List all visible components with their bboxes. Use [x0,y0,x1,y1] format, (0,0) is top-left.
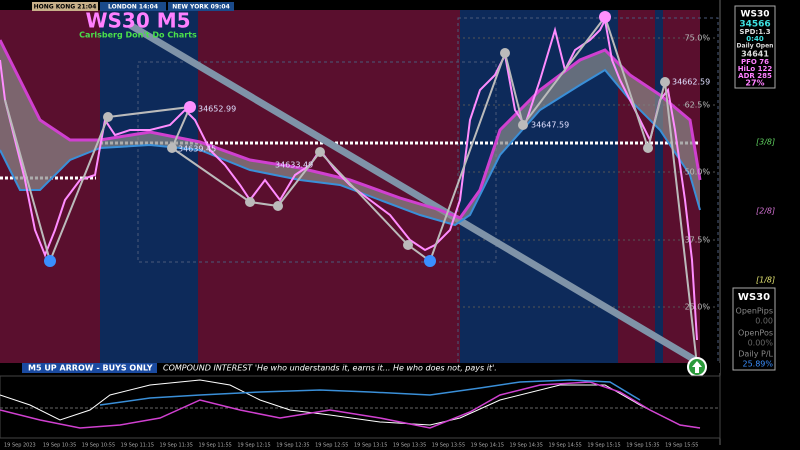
session-box [100,2,166,11]
fib-label: 37.5% [685,236,711,245]
banner-bg [0,363,720,373]
x-label: 19 Sep 11:15 [121,443,154,449]
x-label: 19 Sep 12:15 [237,443,270,449]
subtitle: Carlsberg Don't Do Charts [79,31,197,40]
ma-upper [0,39,702,220]
session: NEW YORK 09:04 [172,4,230,11]
x-label: 19 Sep 11:55 [198,443,231,449]
adr: ADR 285 [738,72,772,80]
session: LONDON 14:04 [108,4,158,11]
price-label: 34633.49 [275,161,313,170]
title: WS30 M5 [85,9,190,33]
spread: SPD:1.3 [739,28,770,36]
pfo: PFO 76 [741,58,769,66]
swing-low [424,255,436,267]
zone [100,10,198,368]
pl-panel [732,287,776,371]
info-panel [734,5,776,89]
x-label: 19 Sep 13:55 [432,443,465,449]
ma-lower [0,68,701,227]
x-label: 19 Sep 12:55 [315,443,348,449]
murrey-label: [1/8] [756,276,775,285]
price-label: 34639.45 [178,145,216,154]
zone [198,10,460,368]
daily-open-label: Daily Open [737,43,774,50]
open-pos: 0.00% [748,339,774,348]
arrow-glyph [692,361,702,373]
zone [0,10,100,368]
open-pos-label: OpenPos [738,329,773,338]
signal: M5 UP ARROW - BUYS ONLY [28,364,153,373]
info-texts: WS30 34566 SPD:1.3 0:40 Daily Open 34641… [737,10,774,88]
x-label: 19 Sep 10:55 [82,443,115,449]
fib-label: 75.0% [685,34,711,43]
zigzag [4,14,698,366]
x-label: 19 Sep 15:35 [626,443,659,449]
x-label: 19 Sep 12:35 [276,443,309,449]
x-label: 19 Sep 11:35 [160,443,193,449]
price: 34566 [739,20,770,30]
open-pips-label: OpenPips [736,307,773,316]
murrey-label: [3/8] [756,138,775,147]
pl-texts: WS30 OpenPips 0.00 OpenPos 0.00% Daily P… [736,292,774,369]
oscillator-blue [99,379,641,406]
price-label: 34662.59 [672,78,710,87]
price-line [0,16,698,341]
daily-pl-label: Daily P/L [738,350,773,359]
adr-pct: 27% [745,79,764,88]
swing-high [599,11,611,23]
fib-label: 25.0% [685,303,711,312]
murrey-label: [2/8] [756,207,775,216]
fib-label: 50.0% [685,168,711,177]
x-label: 19 Sep 2023 [4,443,36,449]
x-label: 19 Sep 10:35 [43,443,76,449]
zone [655,10,663,368]
time-axis: 19 Sep 2023 19 Sep 10:35 19 Sep 10:55 19 Se… [4,443,698,449]
oscillator-signal [0,381,701,429]
swing-low [44,255,56,267]
session-box [32,2,98,11]
fib-label: 62.5% [685,101,711,110]
hilo: HiLo 122 [738,65,773,73]
trend-line [128,21,697,364]
indicator-pane [0,375,721,439]
session: HONG KONG 21:04 [34,4,97,11]
daily-pl: 25.89% [742,360,773,369]
x-label: 19 Sep 15:15 [587,443,620,449]
swing-high [184,101,196,113]
x-label: 19 Sep 13:35 [393,443,426,449]
x-label: 19 Sep 14:55 [548,443,581,449]
swing-points [103,48,670,250]
symbol: WS30 [741,10,770,20]
banner-box [22,363,157,373]
x-label: 19 Sep 13:15 [354,443,387,449]
x-label: 19 Sep 14:35 [510,443,543,449]
open-pips: 0.00 [755,317,773,326]
price-label: 34647.59 [531,121,569,130]
x-label: 19 Sep 15:55 [665,443,698,449]
quote: COMPOUND INTEREST 'He who understands it… [163,364,497,373]
daily-open: 34641 [741,50,769,59]
x-label: 19 Sep 14:15 [471,443,504,449]
timer: 0:40 [746,35,764,43]
symbol: WS30 [738,292,770,303]
session-box [168,2,234,11]
price-label: 34652.99 [198,105,236,114]
